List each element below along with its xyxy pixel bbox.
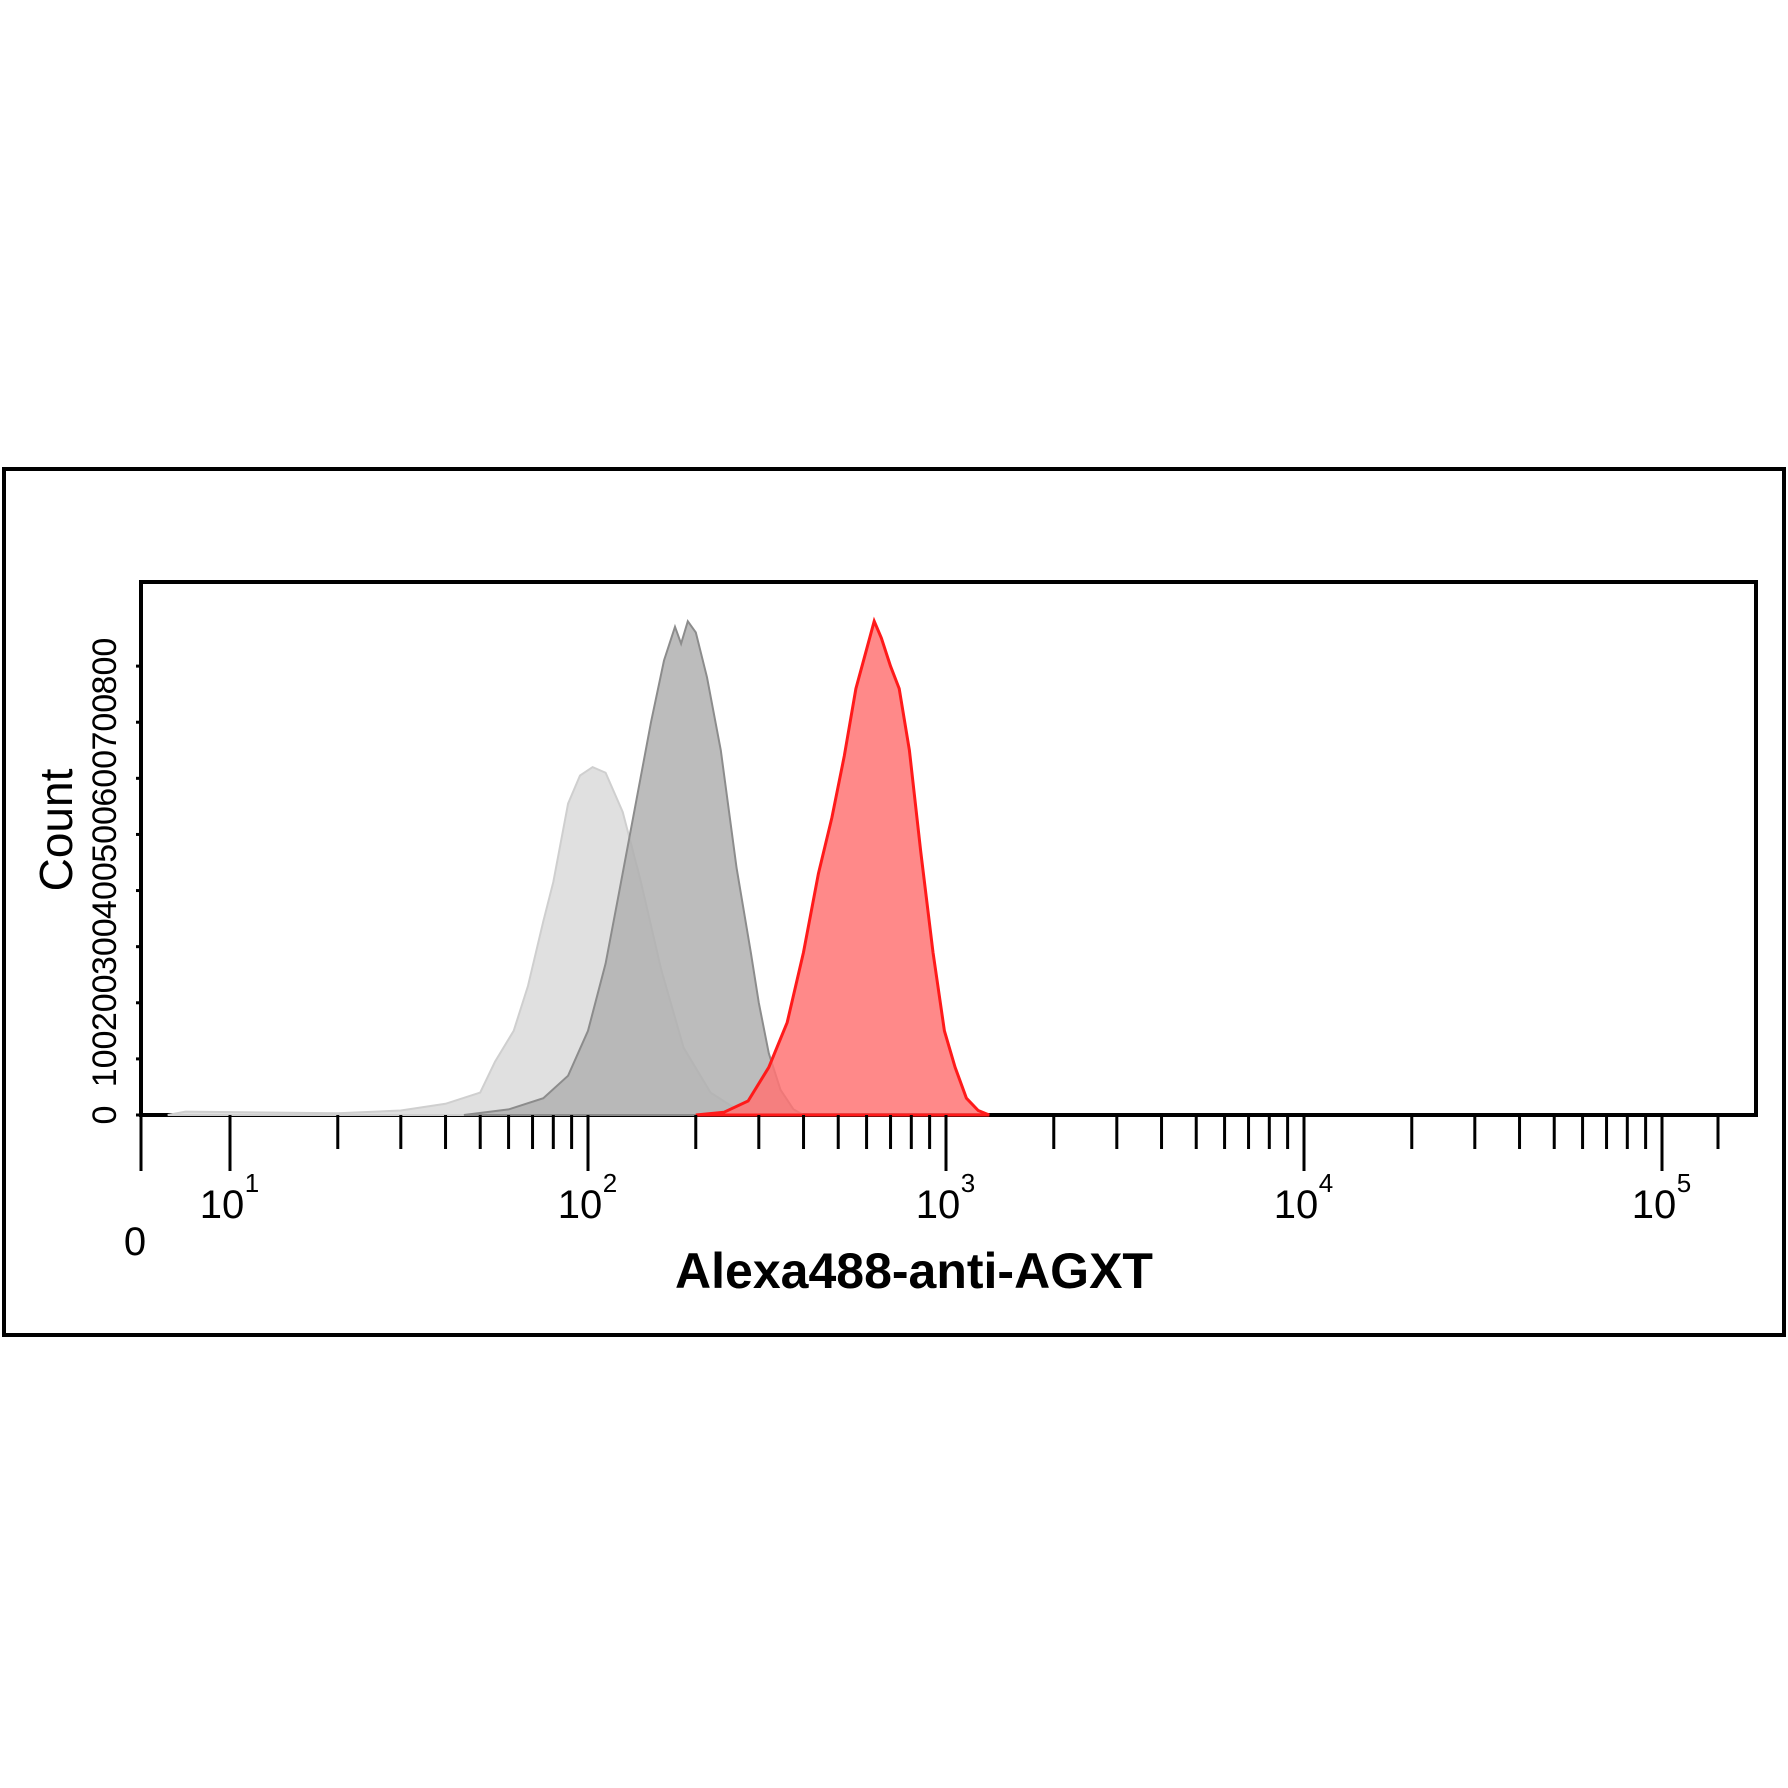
x-tick-label-exponent: 4 — [1319, 1168, 1333, 1198]
y-axis-title: Count — [30, 768, 82, 891]
plot-area — [139, 580, 1758, 1117]
y-tick-label: 400 — [86, 862, 124, 919]
x-tick-label: 10 — [916, 1183, 961, 1227]
x-tick-label: 10 — [558, 1183, 603, 1227]
y-tick-label: 100 — [86, 1031, 124, 1088]
y-tick-label: 0 — [86, 1106, 124, 1125]
x-axis: 010 1 10 2 10 3 10 4 10 5 — [124, 1115, 1720, 1264]
y-tick-label: 200 — [86, 974, 124, 1031]
y-tick-label: 500 — [86, 806, 124, 863]
y-tick-label: 700 — [86, 694, 124, 751]
x-axis-title: Alexa488-anti-AGXT — [675, 1243, 1153, 1299]
x-tick-label-exponent: 5 — [1677, 1168, 1691, 1198]
histogram-series-layer — [167, 616, 990, 1117]
y-tick-label: 800 — [86, 638, 124, 695]
x-tick-label: 10 — [200, 1183, 245, 1227]
x-tick-label-exponent: 1 — [245, 1168, 259, 1198]
x-tick-label: 10 — [1274, 1183, 1319, 1227]
histogram-series-3 — [695, 616, 990, 1117]
x-tick-label: 0 — [124, 1220, 146, 1264]
y-tick-label: 600 — [86, 750, 124, 807]
x-tick-label-exponent: 2 — [603, 1168, 617, 1198]
x-tick-label-exponent: 3 — [961, 1168, 975, 1198]
y-tick-label: 300 — [86, 918, 124, 975]
x-tick-label: 10 — [1632, 1183, 1677, 1227]
